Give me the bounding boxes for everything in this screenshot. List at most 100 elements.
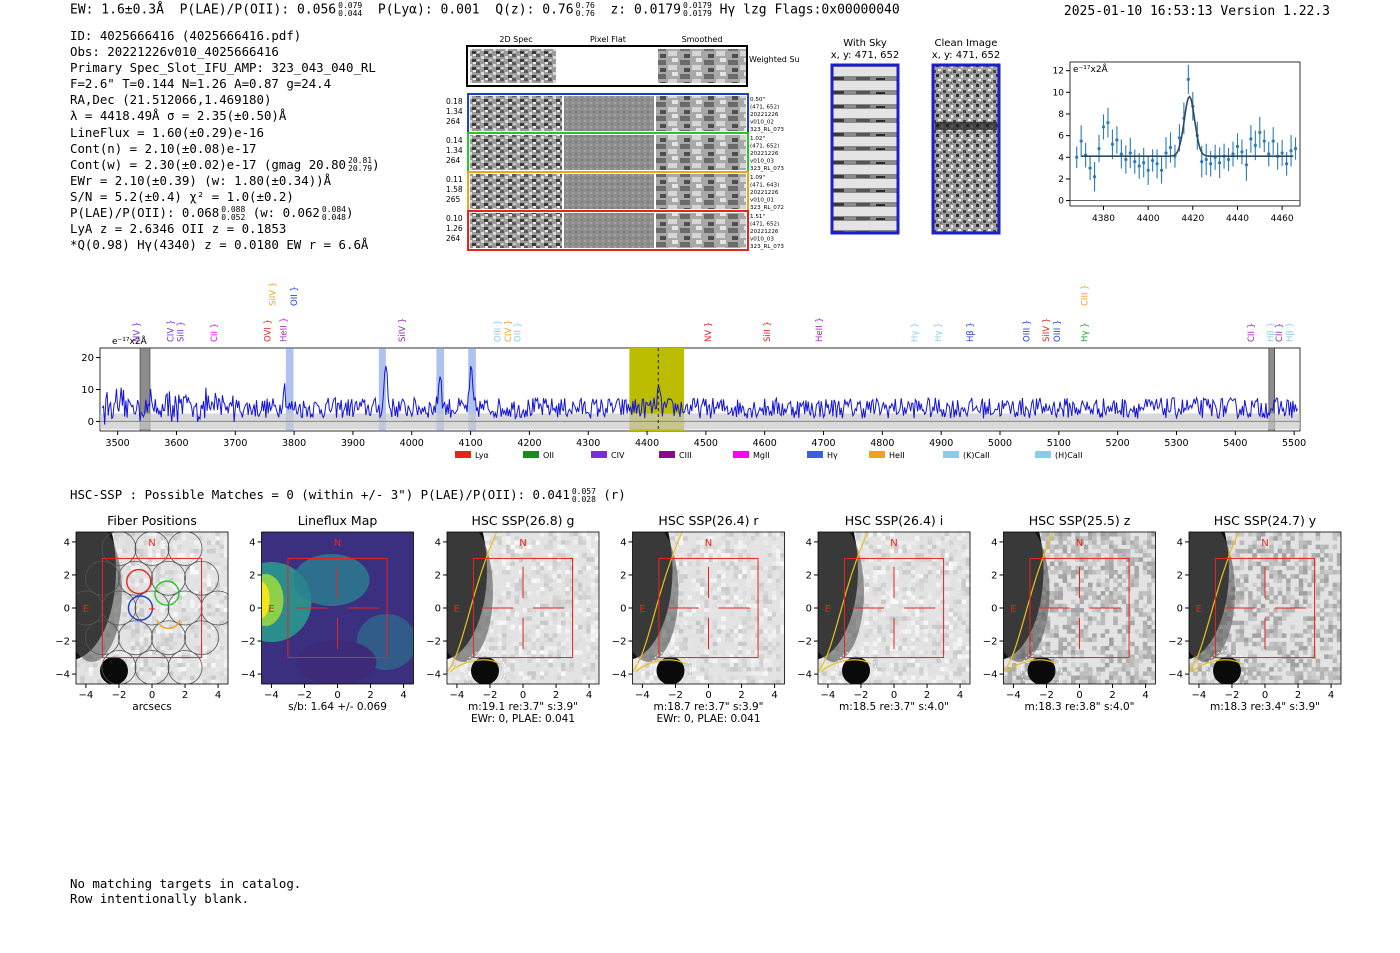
thumb-pixel	[160, 637, 165, 643]
thumb-pixel	[830, 662, 836, 668]
thumb-pixel	[695, 553, 701, 558]
thumb-pixel	[514, 536, 520, 541]
thumb-pixel	[1058, 536, 1063, 541]
thumb-pixel	[556, 586, 562, 592]
thumb-pixel	[1142, 570, 1148, 575]
thumb-pixel	[898, 603, 903, 609]
thumb-pixel	[1277, 658, 1283, 664]
thumb-pixel	[1104, 599, 1110, 605]
thumb-pixel	[506, 540, 511, 545]
thumb-pixel	[565, 591, 570, 596]
thumb-pixel	[1201, 679, 1207, 684]
thumb-pixel	[126, 595, 132, 600]
thumb-pixel	[97, 679, 102, 684]
thumb-pixel	[1113, 675, 1118, 681]
thumb-pixel	[1256, 629, 1262, 634]
thumb-pixel	[168, 578, 174, 583]
thumb-pixel	[919, 544, 924, 550]
ew-value: EW: 1.6±0.3Å	[70, 2, 164, 18]
thumb-pixel	[1049, 591, 1055, 596]
thumb-pixel	[898, 595, 903, 600]
thumb-pixel	[948, 553, 954, 558]
thumb-pixel	[1290, 608, 1295, 613]
thumb-pixel	[1096, 544, 1101, 550]
spectrum-line-marker: Hβ }	[966, 322, 976, 342]
thumb-pixel	[143, 548, 149, 554]
thumb-pixel	[177, 582, 182, 588]
thumb-pixel	[910, 662, 916, 668]
thumb-pixel	[961, 646, 967, 651]
thumb-pixel	[168, 641, 174, 647]
thumb-pixel	[847, 650, 853, 655]
thumb-pixel	[923, 574, 929, 579]
thumb-pixel	[868, 641, 874, 647]
search-box	[472, 557, 574, 659]
thumb-pixel	[223, 629, 228, 634]
thumb-pixel	[1336, 629, 1341, 634]
thumb-pixel	[215, 540, 220, 545]
thumb-pixel	[674, 544, 680, 550]
thumb-pixel	[944, 553, 950, 558]
thumb-xtick-label: −2	[668, 690, 683, 701]
thumb-pixel	[1071, 650, 1076, 655]
thumb-pixel	[1138, 650, 1144, 655]
thumb-pixel	[940, 561, 945, 567]
thumb-pixel	[1100, 599, 1106, 605]
thumb-pixel	[556, 629, 562, 634]
thumb-pixel	[712, 608, 718, 613]
thumb-pixel	[936, 574, 941, 579]
thumb-pixel	[1075, 565, 1080, 571]
thumb-pixel	[1096, 671, 1101, 676]
thumb-pixel	[1138, 608, 1144, 613]
thumb-pixel	[527, 637, 532, 643]
thumb-pixel	[754, 662, 760, 668]
thumb-pixel	[181, 667, 187, 672]
thumb-pixel	[1281, 608, 1287, 613]
thumb-pixel	[1277, 620, 1283, 626]
thumb-xtick-label: 4	[400, 690, 406, 701]
thumb-pixel	[1113, 591, 1118, 596]
thumb-pixel	[1307, 540, 1312, 545]
thumb-pixel	[1151, 671, 1156, 676]
cutout-stat: 264	[446, 234, 461, 243]
thumb-pixel	[948, 591, 954, 596]
thumb-pixel	[704, 641, 709, 647]
thumb-pixel	[552, 565, 558, 571]
thumb-pixel	[152, 646, 157, 651]
col-title-smooth: Smoothed	[682, 35, 723, 44]
info-redshifts: LyA z = 2.6346 OII z = 0.1853	[70, 221, 287, 237]
thumb-pixel	[185, 654, 191, 659]
thumb-pixel	[1062, 603, 1068, 609]
thumb-pixel	[569, 578, 574, 583]
thumb-pixel	[919, 671, 924, 676]
thumb-pixel	[531, 578, 536, 583]
thumb-pixel	[1324, 603, 1329, 609]
thumb-pixel	[160, 616, 165, 621]
thumb-pixel	[1083, 570, 1089, 575]
thumb-pixel	[168, 603, 174, 609]
thumb-pixel	[202, 608, 208, 613]
thumb-pixel	[738, 629, 743, 634]
thumb-pixel	[177, 565, 182, 571]
thumb-pixel	[927, 548, 933, 554]
thumb-pixel	[889, 675, 895, 681]
thumb-pixel	[1332, 570, 1338, 575]
spectrum-line-marker-label: OIII }	[494, 320, 504, 342]
thumb-pixel	[940, 637, 945, 643]
thumb-pixel	[1311, 553, 1316, 558]
thumb-pixel	[577, 536, 583, 541]
thumb-pixel	[708, 574, 714, 579]
thumb-pixel	[1142, 641, 1148, 647]
thumb-pixel	[1294, 654, 1300, 659]
thumb-pixel	[1273, 532, 1278, 537]
info-sn: S/N = 5.2(±0.4) χ² = 1.0(±0.2)	[70, 188, 294, 204]
thumb-pixel	[190, 675, 195, 681]
thumb-pixel	[885, 591, 891, 596]
thumb-pixel	[700, 582, 705, 588]
thumb-pixel	[889, 595, 895, 600]
thumb-pixel	[202, 599, 208, 605]
spectrum-line-marker: OVI }	[264, 319, 274, 342]
thumb-pixel	[729, 667, 735, 672]
thumb-pixel	[1138, 654, 1144, 659]
thumb-pixel	[1104, 608, 1110, 613]
